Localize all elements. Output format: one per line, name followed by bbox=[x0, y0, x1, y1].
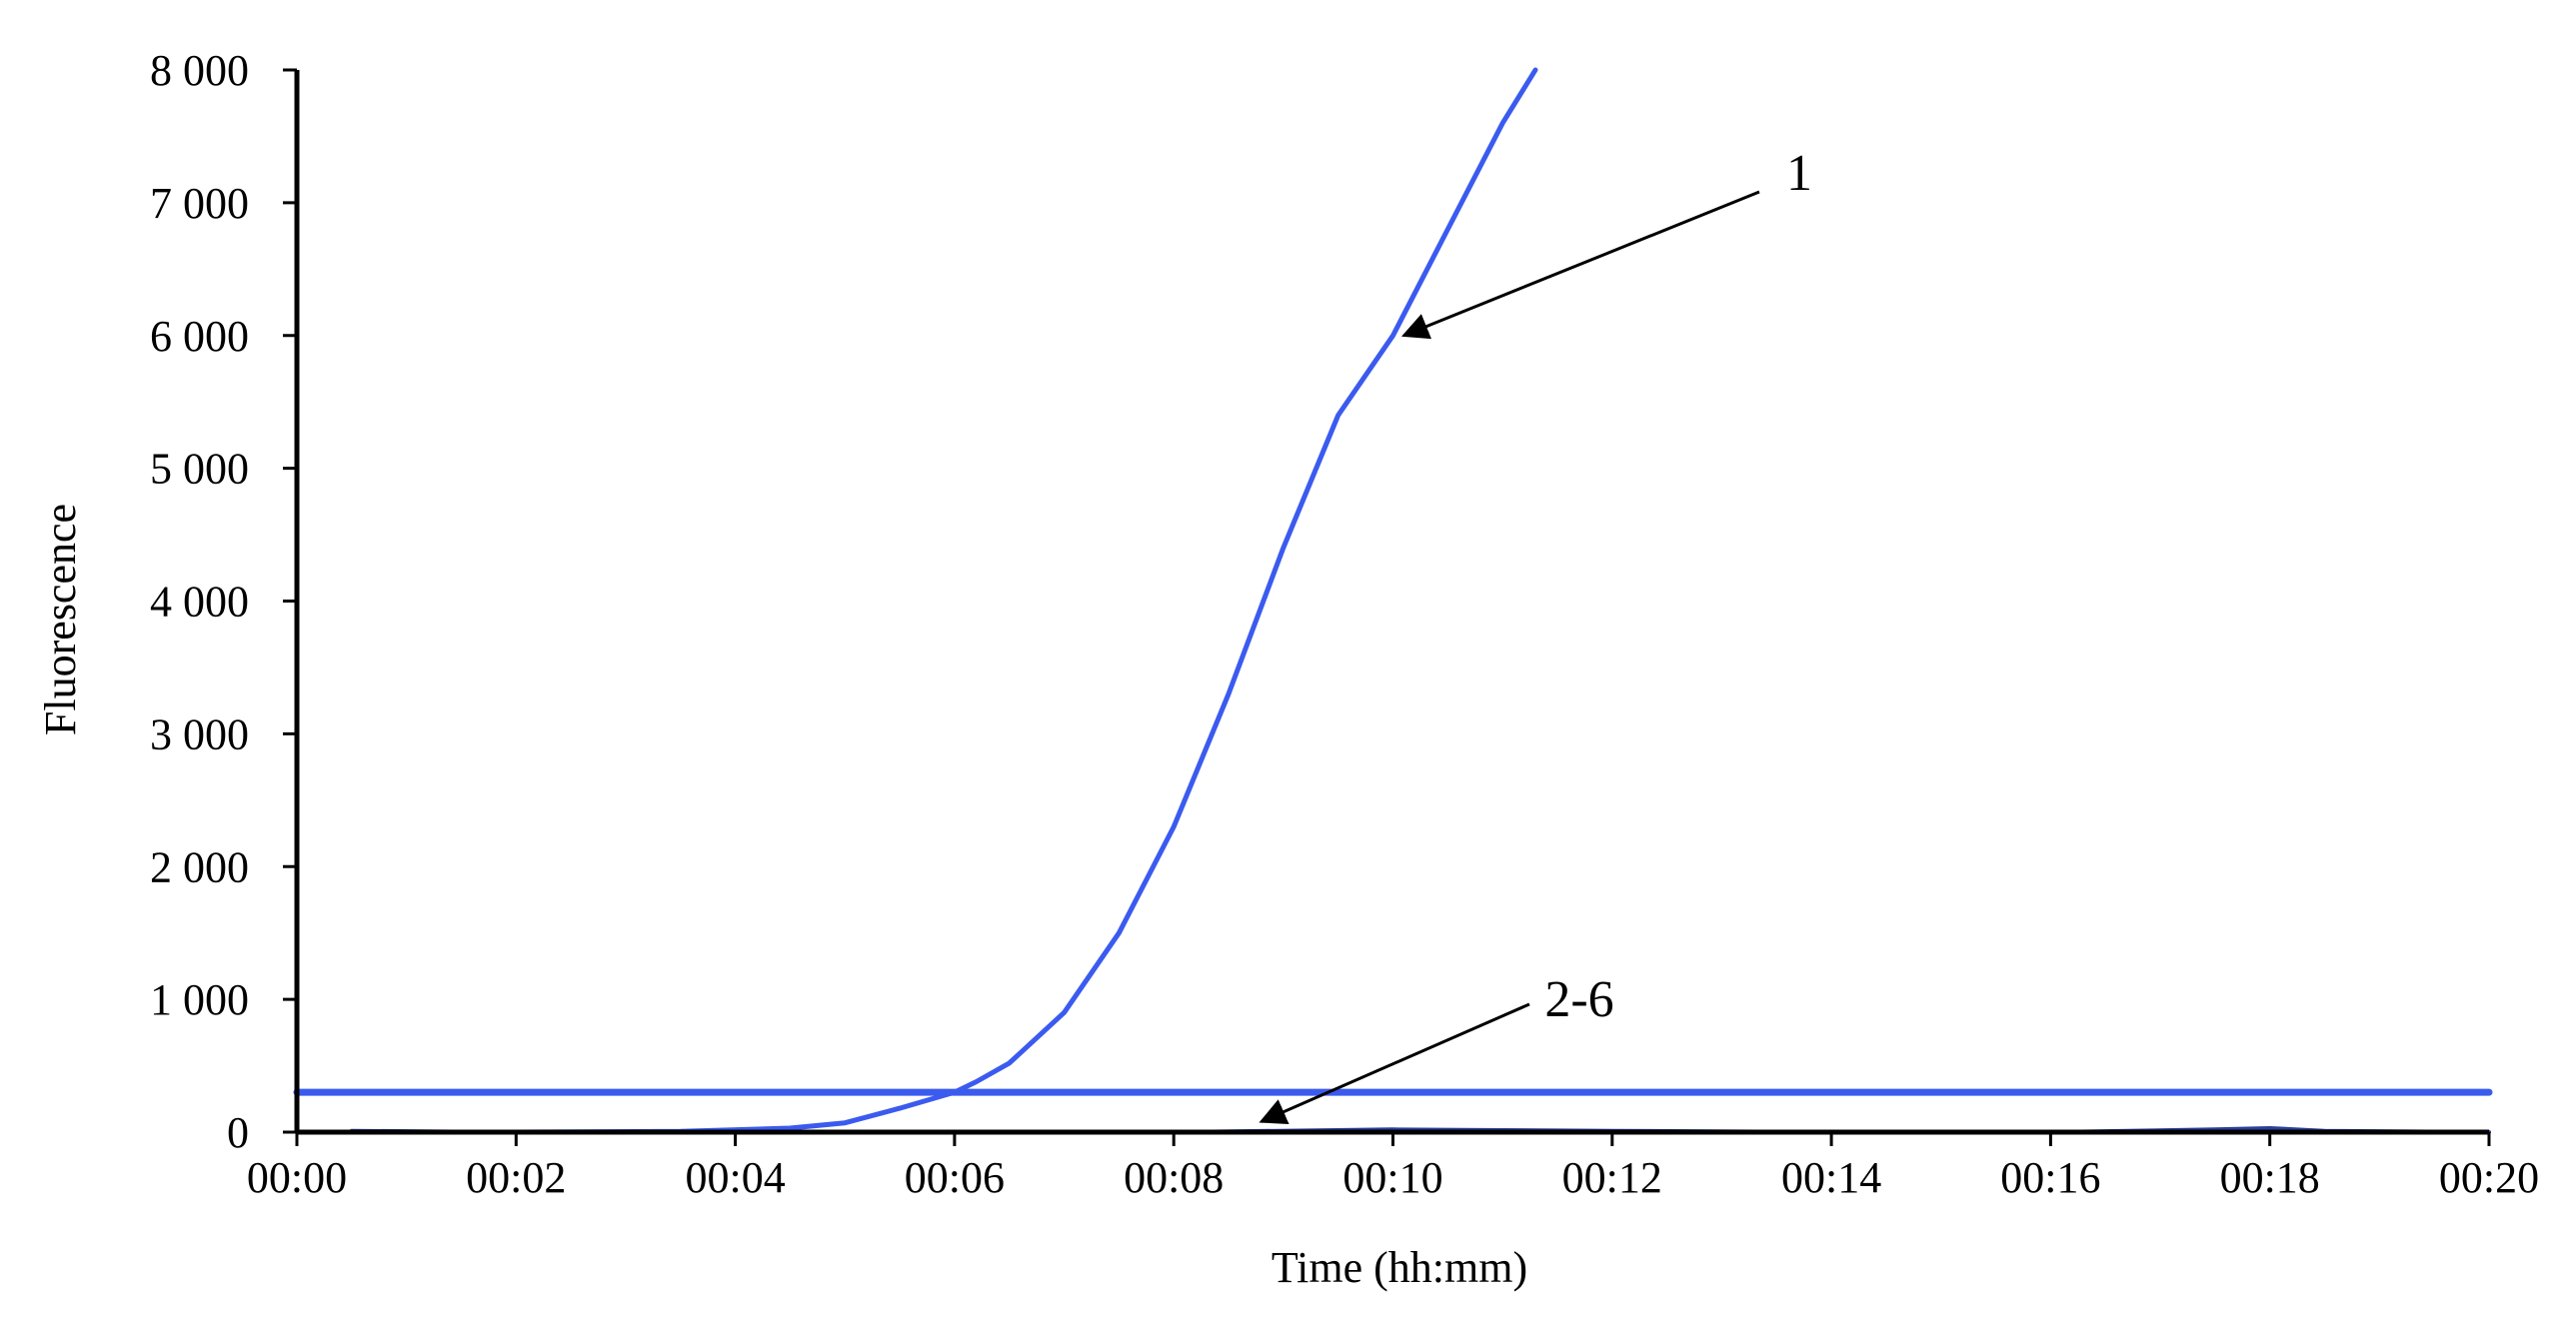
y-tick-label: 3 000 bbox=[150, 709, 249, 758]
x-tick-label: 00:10 bbox=[1342, 1153, 1442, 1202]
annotation-arrow bbox=[1259, 1002, 1530, 1124]
x-ticks: 00:00 00:02 00:04 00:06 00:08 00:10 00:12 00:14… bbox=[247, 1132, 2539, 1202]
y-tick-label: 8 000 bbox=[150, 46, 249, 95]
x-tick-label: 00:14 bbox=[1781, 1153, 1881, 1202]
x-tick-label: 00:16 bbox=[2000, 1153, 2100, 1202]
y-tick-label: 6 000 bbox=[150, 312, 249, 361]
y-axis-title: Fluorescence bbox=[36, 504, 85, 735]
x-tick-label: 00:18 bbox=[2220, 1153, 2320, 1202]
y-tick-label: 5 000 bbox=[150, 445, 249, 494]
y-ticks: 0 1 000 2 000 3 000 4 000 5 000 6 000 7 000 8 00… bbox=[150, 46, 297, 1157]
x-tick-label: 00:00 bbox=[247, 1153, 347, 1202]
x-tick-label: 00:06 bbox=[905, 1153, 1005, 1202]
x-tick-label: 00:08 bbox=[1124, 1153, 1224, 1202]
x-tick-label: 00:12 bbox=[1562, 1153, 1662, 1202]
x-tick-label: 00:02 bbox=[466, 1153, 566, 1202]
annotation-arrow bbox=[1400, 190, 1760, 340]
y-tick-label: 1 000 bbox=[150, 975, 249, 1024]
y-tick-label: 4 000 bbox=[150, 578, 249, 627]
x-tick-label: 00:04 bbox=[685, 1153, 785, 1202]
y-tick-label: 2 000 bbox=[150, 842, 249, 891]
x-axis-title: Time (hh:mm) bbox=[1272, 1243, 1527, 1292]
y-tick-label: 0 bbox=[227, 1108, 249, 1157]
series-layer bbox=[293, 67, 2493, 1135]
x-tick-label: 00:20 bbox=[2439, 1153, 2539, 1202]
annotation-label: 1 bbox=[1786, 145, 1812, 202]
series-line-curve-1 bbox=[349, 67, 1538, 1135]
annotation-label: 2-6 bbox=[1544, 971, 1613, 1028]
annotations: 1 2-6 bbox=[1259, 145, 1812, 1124]
y-tick-label: 7 000 bbox=[150, 179, 249, 228]
